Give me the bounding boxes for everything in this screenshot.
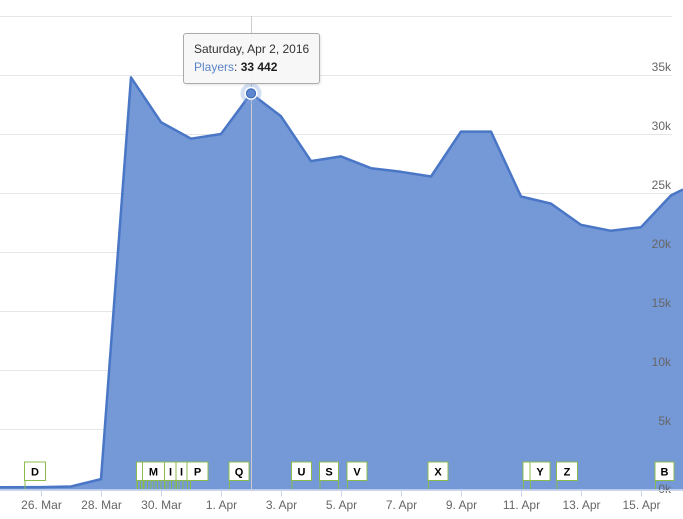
y-axis-label: 30k [652,119,672,133]
x-axis-label: 30. Mar [141,498,182,512]
hover-marker[interactable] [240,82,262,104]
y-axis-label: 10k [652,355,672,369]
flag-P[interactable] [186,461,209,481]
flag-label-B: B [661,467,669,479]
flag-label-Z: Z [564,467,571,479]
y-axis-label: 25k [652,178,672,192]
flag-X[interactable] [427,461,449,481]
flag-label-V: V [353,467,361,479]
y-axis-label: 20k [652,237,672,251]
y-axis-label: 0k [658,482,672,496]
x-axis-label: 11. Apr [503,498,540,512]
flag-label-S: S [325,467,332,479]
flag-Z[interactable] [556,461,578,481]
flag-B[interactable] [654,461,675,481]
tooltip-separator: : [234,60,241,74]
hovered-point[interactable] [245,88,257,99]
x-axis-label: 7. Apr [386,498,417,512]
flag-label-I: I [180,467,183,479]
tooltip-value-row: Players: 33 442 [194,58,309,76]
tooltip-date: Saturday, Apr 2, 2016 [194,42,310,56]
flag-V[interactable] [346,461,368,481]
tooltip-value: 33 442 [240,60,278,74]
y-axis-label: 15k [652,296,672,310]
flag-label-M: M [149,467,158,479]
area-line [0,76,683,489]
flag-U[interactable] [291,461,312,481]
flag-label-Q: Q [235,467,244,479]
players-area-series [0,76,683,490]
x-axis-label: 9. Apr [446,498,477,512]
x-axis: 26. Mar 28. Mar 30. Mar 1. Apr 3. Apr 5. Apr 7… [0,490,683,512]
y-axis-label: 35k [652,60,672,74]
flag-S[interactable] [319,461,339,481]
flag-Q[interactable] [228,461,250,481]
x-axis-label: 1. Apr [206,498,237,512]
area-fill [0,77,683,490]
flag-label-Y: Y [536,467,544,479]
x-axis-label: 15. Apr [622,498,660,512]
tooltip: Saturday, Apr 2, 2016 Players: 33 442 [183,33,321,84]
flag-Y[interactable] [529,461,551,481]
flag-label-U: U [298,467,306,479]
flag-label-P: P [194,467,201,479]
y-axis-labels: 0k 5k 10k 15k 20k 25k 30k 35k [652,60,672,496]
x-axis-label: 28. Mar [81,498,122,512]
flag-label-X: X [434,467,442,479]
event-flags[interactable]: DMIIPQUSVXYYZB [24,461,675,489]
flag-D[interactable] [24,461,46,481]
flag-label-I: I [169,467,172,479]
x-axis-label: 3. Apr [266,498,297,512]
x-axis-label: 13. Apr [562,498,600,512]
tooltip-series-label: Players [194,60,235,74]
x-axis-label: 26. Mar [21,498,62,512]
flag-label-D: D [31,467,39,479]
x-axis-label: 5. Apr [326,498,357,512]
y-axis-label: 5k [658,414,672,428]
